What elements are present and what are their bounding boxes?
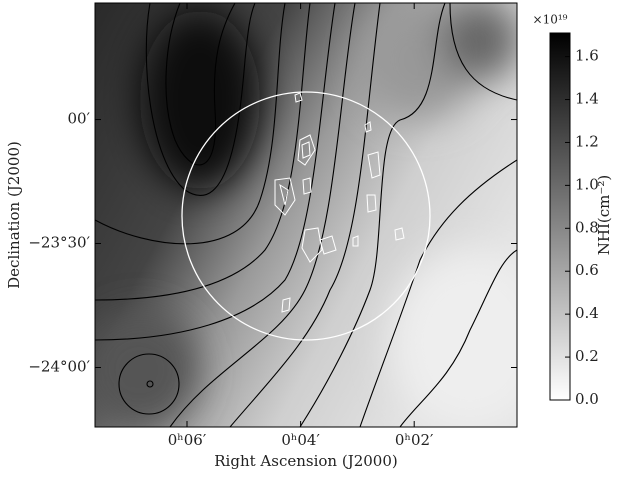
colorbar (549, 32, 571, 401)
y-tick-label: −24°00′ (28, 357, 90, 375)
colorbar-multiplier: ×10¹⁹ (533, 13, 568, 27)
x-tick-label: 0ʰ02′ (395, 431, 434, 449)
colorbar-label: NHI(cm⁻²) (595, 175, 613, 255)
colorbar-tick-label: 0.2 (575, 347, 599, 365)
colorbar-tick-label: 1.4 (575, 90, 599, 108)
colorbar-tick-label: 0.0 (575, 390, 599, 408)
x-tick-label: 0ʰ06′ (168, 431, 207, 449)
white-contours (274, 92, 405, 313)
colorbar-tick-label: 1.0 (575, 175, 599, 193)
y-tick-label: 00′ (68, 110, 91, 128)
x-axis-label: Right Ascension (J2000) (214, 452, 397, 470)
colorbar-tick-label: 0.4 (575, 304, 599, 322)
x-tick-label: 0ʰ04′ (281, 431, 320, 449)
map (95, 3, 517, 427)
y-tick-label: −23°30′ (28, 234, 90, 252)
colorbar-tick-label: 1.6 (575, 47, 599, 65)
plot-frame (94, 2, 518, 428)
colorbar-tick-label: 0.8 (575, 218, 599, 236)
colorbar-tick-label: 1.2 (575, 132, 599, 150)
contours (95, 3, 517, 427)
colorbar-tick-label: 0.6 (575, 261, 599, 279)
beam-circle (181, 91, 431, 341)
y-axis-label: Declination (J2000) (5, 141, 23, 289)
